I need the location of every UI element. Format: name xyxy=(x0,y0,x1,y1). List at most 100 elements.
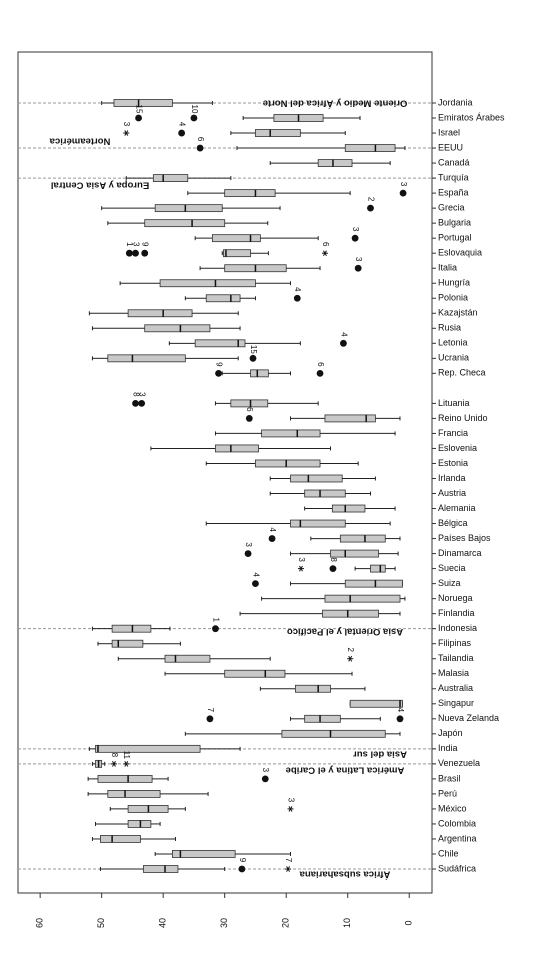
y-tick-label: India xyxy=(438,743,458,753)
x-tick-label: 60 xyxy=(35,918,45,928)
group-label: Asia del sur xyxy=(353,748,407,759)
box xyxy=(324,414,376,423)
outlier-dot xyxy=(316,369,324,377)
box xyxy=(317,159,353,167)
y-tick-label: Polonia xyxy=(438,293,468,303)
outlier-label: 4 xyxy=(396,708,405,713)
box xyxy=(224,669,286,678)
outlier-label: 6 xyxy=(316,362,325,367)
outlier-label: 9 xyxy=(238,858,247,863)
outlier-label: 3 xyxy=(351,227,360,232)
outlier-dot xyxy=(351,234,359,242)
outlier-dot xyxy=(196,144,204,152)
outlier-dot xyxy=(138,399,146,407)
box xyxy=(304,489,346,498)
outlier-star xyxy=(297,565,304,572)
outlier-dot xyxy=(261,775,269,783)
outlier-label: 4 xyxy=(339,332,348,337)
y-tick-label: Austria xyxy=(438,488,466,498)
y-tick-label: Países Bajos xyxy=(438,533,491,543)
box xyxy=(255,459,321,468)
box xyxy=(250,369,269,378)
y-tick-label: Australia xyxy=(438,683,473,693)
outlier-label: 2 xyxy=(366,197,375,202)
y-tick-label: Lituania xyxy=(438,398,470,408)
group-label: Europa y Asia Central xyxy=(51,180,149,191)
y-tick-label: EEUU xyxy=(438,142,463,152)
outlier-label: 3 xyxy=(131,242,140,247)
y-tick-label: Tailandia xyxy=(438,653,474,663)
y-tick-label: Indonesia xyxy=(438,623,477,633)
y-tick-label: Japón xyxy=(438,728,463,738)
outlier-label: 9 xyxy=(141,242,150,247)
y-tick-label: Noruega xyxy=(438,593,473,603)
outlier-label: 3 xyxy=(261,768,270,773)
outlier-dot xyxy=(396,715,404,723)
outlier-dot xyxy=(178,129,186,137)
y-tick-label: Venezuela xyxy=(438,758,480,768)
box xyxy=(154,204,223,213)
outlier-dot xyxy=(215,369,222,377)
outlier-label: 7 xyxy=(284,858,293,863)
y-tick-label: Finlandia xyxy=(438,608,475,618)
outlier-dot xyxy=(354,264,362,272)
y-tick-label: Eslovenia xyxy=(438,443,477,453)
star-stroke xyxy=(124,761,129,767)
box xyxy=(111,624,152,633)
box xyxy=(281,729,386,738)
y-tick-label: Kazajstán xyxy=(438,308,478,318)
y-tick-label: Eslovaquia xyxy=(438,248,482,258)
box xyxy=(349,699,403,708)
outlier-dot xyxy=(132,249,139,257)
star-stroke xyxy=(348,655,353,662)
box xyxy=(143,865,179,873)
y-tick-label: Suiza xyxy=(438,578,461,588)
y-tick-label: Perú xyxy=(438,788,457,798)
outlier-label: 8 xyxy=(329,557,338,562)
outlier-dot xyxy=(238,865,246,873)
outlier-label: 3 xyxy=(354,257,363,262)
y-tick-label: Argentina xyxy=(438,833,477,843)
y-tick-label: Malasia xyxy=(438,668,469,678)
y-tick-label: Jordania xyxy=(438,97,473,107)
box xyxy=(97,774,153,783)
y-tick-label: Ucrania xyxy=(438,353,469,363)
x-tick-label: 10 xyxy=(342,918,352,928)
box xyxy=(127,309,193,318)
outlier-label: 15 xyxy=(134,105,143,114)
outlier-dot xyxy=(244,550,252,557)
box xyxy=(211,234,261,243)
group-label: África subsahariana xyxy=(299,868,391,879)
box xyxy=(261,429,321,438)
box xyxy=(290,519,346,528)
box xyxy=(224,189,276,198)
y-tick-label: Filipinas xyxy=(438,638,472,648)
y-tick-label: Colombia xyxy=(438,818,476,828)
outlier-label: 1 xyxy=(211,617,220,622)
outlier-dot xyxy=(329,565,337,573)
y-tick-label: Alemania xyxy=(438,503,476,513)
y-tick-label: Canadá xyxy=(438,157,470,167)
box xyxy=(205,294,241,303)
x-tick-label: 30 xyxy=(219,918,229,928)
outlier-label: 2 xyxy=(346,647,355,652)
box xyxy=(331,504,366,513)
outlier-label: 10 xyxy=(190,105,199,114)
outlier-label: 3 xyxy=(244,542,253,547)
outlier-dot xyxy=(190,114,198,122)
y-tick-label: Brasil xyxy=(438,773,461,783)
y-tick-label: Italia xyxy=(438,263,457,273)
outlier-label: 3 xyxy=(138,392,147,397)
box xyxy=(330,549,379,558)
box xyxy=(144,219,226,228)
outlier-label: 8 xyxy=(110,753,119,758)
box xyxy=(322,609,379,618)
outlier-label: 6 xyxy=(196,137,205,142)
y-tick-label: Dinamarca xyxy=(438,548,482,558)
star-stroke xyxy=(323,250,327,257)
group-label: Norteamérica xyxy=(49,136,110,147)
outlier-label: 8 xyxy=(131,392,140,397)
box xyxy=(339,534,386,543)
y-tick-label: Portugal xyxy=(438,233,472,243)
y-tick-label: Irlanda xyxy=(438,473,466,483)
